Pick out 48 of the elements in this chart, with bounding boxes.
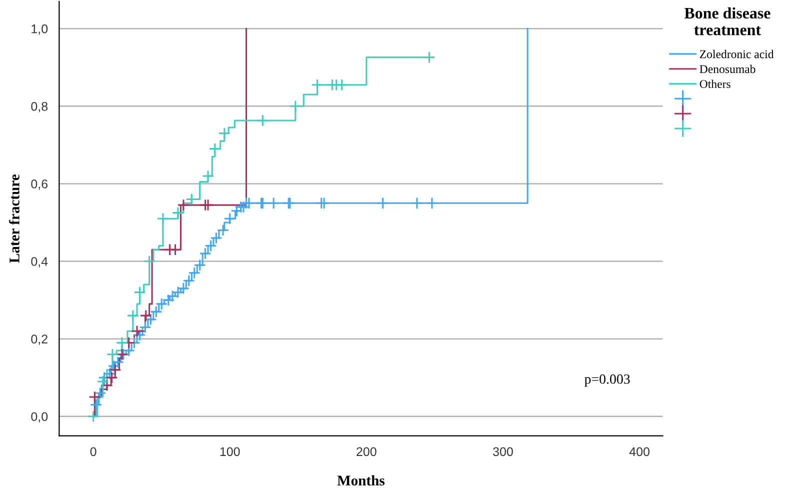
y-tick-label: 0,8 — [31, 102, 48, 112]
legend-label: Zoledronic acid — [700, 50, 774, 58]
point — [177, 198, 190, 212]
y-axis-title: Later fracture — [8, 174, 20, 263]
point — [410, 196, 424, 210]
point — [88, 390, 101, 404]
point — [426, 196, 438, 210]
annotation: p=0.003 — [584, 374, 630, 387]
legend-label: Denosumab — [700, 64, 756, 74]
x-tick-label: 400 — [629, 447, 650, 456]
y-tick-label: 1,0 — [32, 24, 48, 35]
point — [289, 100, 302, 112]
point — [90, 398, 102, 411]
x-axis-title: Months — [337, 475, 385, 486]
point — [130, 324, 144, 338]
point — [202, 170, 214, 182]
point — [106, 348, 119, 360]
point — [172, 206, 184, 219]
point — [202, 198, 214, 212]
point — [116, 336, 128, 349]
x-tick-label: 0 — [90, 447, 96, 456]
point — [126, 309, 140, 322]
point — [267, 196, 280, 210]
point — [218, 127, 231, 140]
point — [376, 196, 389, 210]
x-tick-label: 200 — [356, 447, 376, 456]
point — [423, 51, 436, 64]
point — [87, 410, 100, 423]
point — [134, 286, 146, 298]
point — [336, 78, 348, 91]
point — [140, 309, 152, 322]
y-tick-label: 0,6 — [31, 180, 48, 190]
point — [156, 212, 170, 225]
legend-title: Bone disease treatment — [684, 7, 770, 36]
point — [94, 386, 106, 400]
x-tick-label: 300 — [493, 447, 513, 456]
legend-label: Others — [700, 80, 730, 88]
point — [318, 196, 330, 210]
y-tick-label: 0,2 — [31, 334, 48, 345]
point — [256, 114, 269, 127]
x-tick-label: 100 — [220, 447, 240, 456]
point — [208, 142, 221, 155]
y-tick-label: 0,4 — [31, 257, 48, 268]
point — [311, 78, 324, 91]
point — [143, 255, 156, 268]
y-tick-label: 0,0 — [31, 412, 48, 423]
point — [169, 244, 182, 256]
point — [96, 375, 110, 388]
